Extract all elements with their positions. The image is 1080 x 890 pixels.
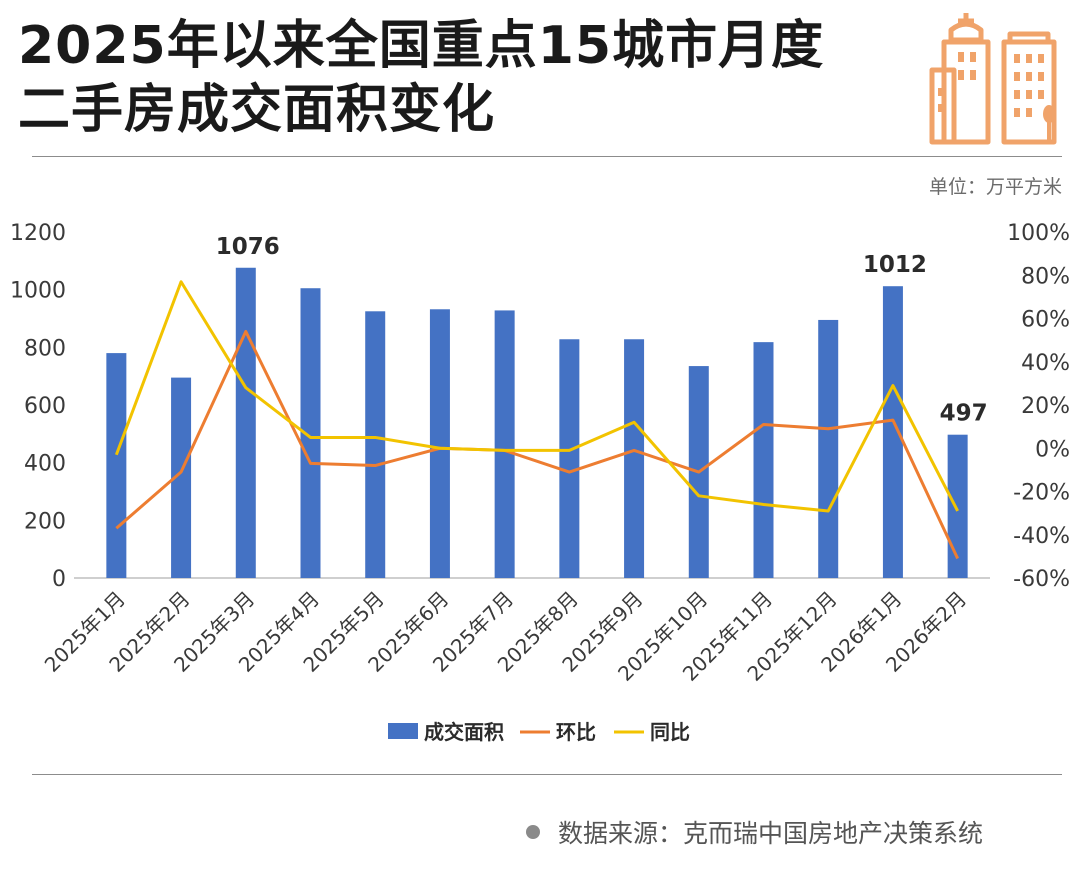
y-right-tick-label: -40% xyxy=(1013,524,1070,549)
bar-4 xyxy=(300,288,321,578)
combo-chart: 0 200 400 600 800 1000 1200 -60% -40% -20% 0% 20% 40… xyxy=(10,221,1070,744)
y-right-tick-label: 20% xyxy=(1021,394,1070,419)
legend-label-bar: 成交面积 xyxy=(424,720,504,744)
mom-line xyxy=(115,329,960,560)
bar-2 xyxy=(171,377,192,578)
top-divider xyxy=(32,156,1062,157)
y-left-tick-label: 0 xyxy=(52,567,66,592)
data-source: 数据来源：克而瑞中国房地产决策系统 xyxy=(526,814,983,850)
title-line-2: 二手房成交面积变化 xyxy=(18,80,496,140)
y-right-tick-label: 80% xyxy=(1021,264,1070,289)
legend-swatch-bar xyxy=(388,723,418,739)
unit-label: 单位：万平方米 xyxy=(928,176,1062,198)
y-left-tick-label: 400 xyxy=(24,452,66,477)
bar-5 xyxy=(365,311,386,578)
bar-9 xyxy=(624,339,645,578)
bar-14 xyxy=(947,434,968,578)
bar-11 xyxy=(753,342,774,578)
y-left-tick-label: 800 xyxy=(24,336,66,361)
bullet-icon xyxy=(526,825,540,839)
legend-label-yoy: 同比 xyxy=(650,720,690,744)
y-right-tick-label: 0% xyxy=(1035,437,1070,462)
bar-8 xyxy=(559,339,580,578)
y-left-tick-label: 1000 xyxy=(10,279,66,304)
bar-7 xyxy=(494,310,515,578)
bar-13 xyxy=(882,286,903,578)
bottom-divider xyxy=(32,774,1062,775)
y-right-tick-label: -60% xyxy=(1013,567,1070,592)
y-right-tick-label: 100% xyxy=(1007,221,1070,246)
bar-data-label: 1076 xyxy=(216,234,280,260)
y-left-tick-label: 600 xyxy=(24,394,66,419)
source-text: 数据来源：克而瑞中国房地产决策系统 xyxy=(558,819,984,848)
yoy-line xyxy=(114,280,959,513)
bar-data-label: 497 xyxy=(940,401,988,427)
chart-title: 2025年以来全国重点15城市月度 二手房成交面积变化 xyxy=(18,14,824,142)
y-right-tick-label: 60% xyxy=(1021,308,1070,333)
y-right-tick-label: 40% xyxy=(1021,351,1070,376)
bar-1 xyxy=(106,353,127,578)
buildings-icon xyxy=(929,13,1057,145)
legend-label-mom: 环比 xyxy=(556,720,596,744)
title-line-1: 2025年以来全国重点15城市月度 xyxy=(18,16,825,76)
bar-6 xyxy=(429,309,450,578)
y-left-tick-label: 1200 xyxy=(10,221,66,246)
bar-12 xyxy=(818,319,839,578)
bar-data-label: 1012 xyxy=(863,252,927,278)
y-right-tick-label: -20% xyxy=(1013,481,1070,506)
bar-3 xyxy=(235,267,256,578)
y-left-tick-label: 200 xyxy=(24,509,66,534)
